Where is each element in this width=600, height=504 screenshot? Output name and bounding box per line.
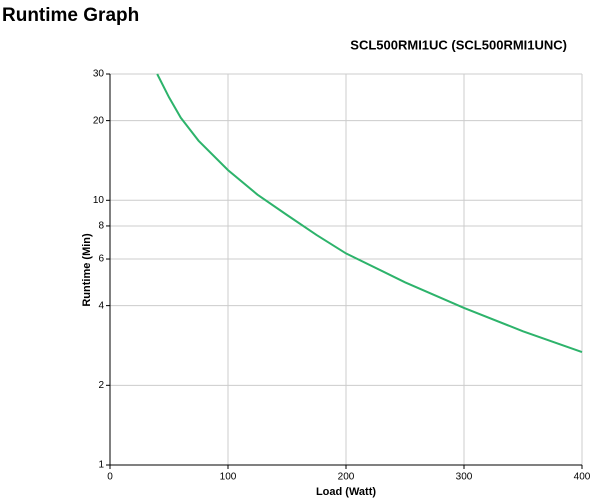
x-tick-label: 300 (456, 472, 473, 483)
y-tick-label: 8 (98, 221, 104, 232)
x-tick-label: 100 (220, 472, 237, 483)
y-tick-label: 1 (98, 460, 104, 471)
runtime-line (156, 73, 583, 354)
y-axis-label: Runtime (Min) (81, 233, 93, 307)
x-axis-label: Load (Watt) (316, 486, 376, 498)
chart-title: Runtime Graph (2, 5, 139, 26)
y-tick-label: 4 (98, 300, 104, 311)
y-tick-label: 6 (98, 254, 104, 265)
chart-subtitle: SCL500RMI1UC (SCL500RMI1UNC) (350, 37, 567, 52)
y-tick-label: 2 (98, 380, 104, 391)
y-tick-label: 10 (93, 195, 105, 206)
y-tick-label: 30 (93, 69, 105, 80)
x-tick-label: 200 (338, 472, 355, 483)
y-tick-label: 20 (93, 115, 105, 126)
x-tick-label: 400 (574, 472, 591, 483)
x-tick-label: 0 (107, 472, 113, 483)
